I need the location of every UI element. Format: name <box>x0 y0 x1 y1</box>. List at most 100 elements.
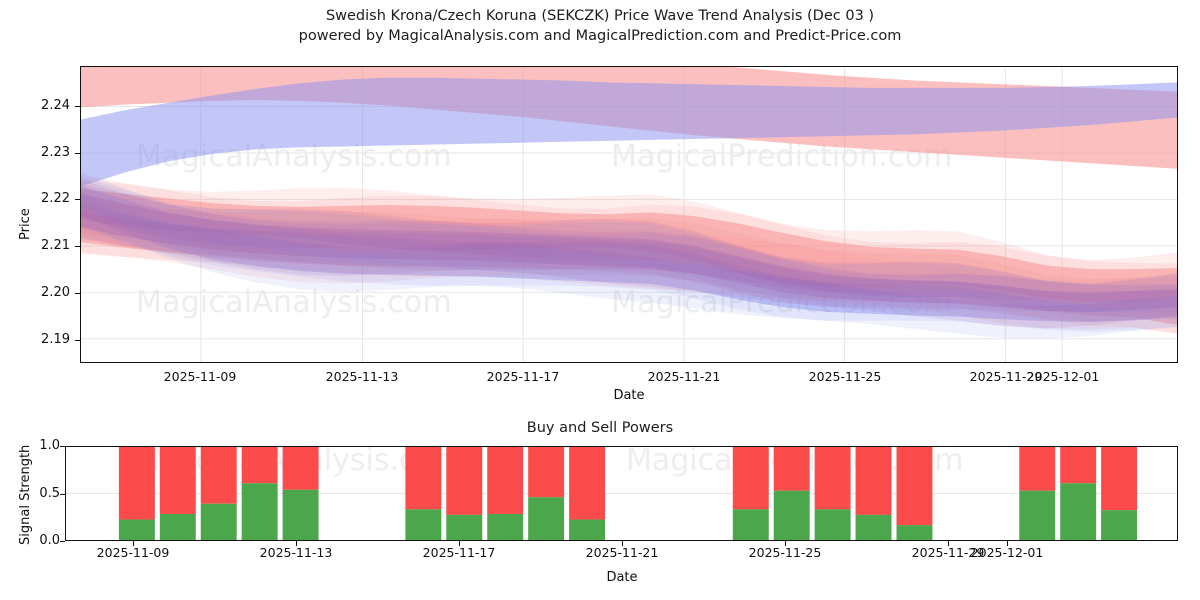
bar-x-tick-mark <box>296 541 297 546</box>
bar-x-tick-mark <box>622 541 623 546</box>
bar-x-tick-mark <box>1007 541 1008 546</box>
bar-x-tick-label: 2025-11-13 <box>259 545 333 560</box>
main-y-tick-label: 2.20 <box>41 284 70 300</box>
bar-x-tick-mark <box>459 541 460 546</box>
bar-x-tick-label: 2025-11-29 <box>911 545 985 560</box>
buy-sell-bars-svg <box>66 447 1177 540</box>
sell-power-bar[interactable] <box>159 447 196 514</box>
main-x-tick-label: 2025-11-29 <box>969 369 1043 384</box>
wave-band-lower-blue-support-band <box>81 186 1177 323</box>
main-chart-x-axis-title: Date <box>613 388 645 403</box>
buy-power-bar[interactable] <box>569 519 606 540</box>
bar-y-tick-mark <box>60 493 65 495</box>
sell-power-bar[interactable] <box>282 447 319 490</box>
buy-power-bar[interactable] <box>1019 490 1056 540</box>
buy-power-bar[interactable] <box>855 514 892 540</box>
sell-power-bar[interactable] <box>528 447 565 498</box>
wave-band-upper-blue-band <box>81 77 1177 187</box>
sell-power-bar[interactable] <box>200 447 237 504</box>
sell-power-bar[interactable] <box>405 447 442 510</box>
buy-power-bar[interactable] <box>814 509 851 540</box>
sell-power-bar[interactable] <box>569 447 606 520</box>
price-wave-bands-svg <box>81 67 1177 362</box>
sell-power-bar[interactable] <box>446 447 483 515</box>
sell-power-bar[interactable] <box>118 447 155 520</box>
main-y-tick-label: 2.23 <box>41 144 70 160</box>
bar-x-tick-label: 2025-11-09 <box>96 545 170 560</box>
buy-power-bar[interactable] <box>487 513 524 540</box>
main-x-tick-label: 2025-11-13 <box>325 369 399 384</box>
bar-y-tick-mark <box>60 446 65 447</box>
wave-band-core-trend-overlap-band <box>81 193 1177 312</box>
main-x-tick-label: 2025-11-21 <box>647 369 721 384</box>
figure-title-line-2: powered by MagicalAnalysis.com and Magic… <box>298 28 902 44</box>
buy-power-bar[interactable] <box>241 483 278 540</box>
sell-power-bar[interactable] <box>855 447 892 515</box>
main-chart-y-axis-title: Price <box>18 208 33 240</box>
main-y-tick-label: 2.24 <box>41 97 70 113</box>
sell-power-bar[interactable] <box>814 447 851 510</box>
wave-band-variant <box>81 193 1177 332</box>
wave-band-variant <box>81 174 1177 314</box>
sell-power-bar[interactable] <box>241 447 278 484</box>
wave-band-variant <box>81 207 1177 334</box>
main-y-tick-mark <box>75 199 80 201</box>
bar-x-tick-label: 2025-12-01 <box>970 545 1044 560</box>
sell-power-bar[interactable] <box>1019 447 1056 491</box>
buy-power-bar[interactable] <box>1060 483 1097 540</box>
main-y-tick-mark <box>75 152 80 154</box>
bar-chart-x-axis-title: Date <box>606 570 638 585</box>
buy-power-bar[interactable] <box>896 525 933 540</box>
buy-sell-powers-plot-frame: MagicalAnalysis.com MagicalPrediction.co… <box>65 446 1178 541</box>
buy-power-bar[interactable] <box>159 513 196 540</box>
bar-y-tick-mark <box>60 541 65 542</box>
wave-band-variant <box>81 184 1177 303</box>
price-wave-plot-frame: MagicalAnalysis.com MagicalPrediction.co… <box>80 66 1178 363</box>
main-y-tick-label: 2.21 <box>41 238 70 254</box>
sell-power-bar[interactable] <box>773 447 810 491</box>
buy-power-bar[interactable] <box>732 509 769 540</box>
bar-y-tick-label: 1.0 <box>39 438 60 453</box>
sell-power-bar[interactable] <box>732 447 769 510</box>
wave-band-variant <box>81 201 1177 322</box>
buy-power-bar[interactable] <box>200 503 237 540</box>
main-y-tick-mark <box>75 292 80 294</box>
sell-power-bar[interactable] <box>1060 447 1097 484</box>
wave-band-variant <box>81 204 1177 339</box>
wave-band-variant <box>81 179 1177 302</box>
buy-power-bar[interactable] <box>405 509 442 540</box>
bar-chart-title: Buy and Sell Powers <box>526 420 674 436</box>
buy-power-bar[interactable] <box>118 519 155 540</box>
bar-y-tick-label: 0.0 <box>39 533 60 548</box>
wave-band-lower-red-main-band <box>81 189 1177 325</box>
main-y-tick-label: 2.22 <box>41 191 70 207</box>
main-y-tick-mark <box>75 339 80 341</box>
sell-power-bar[interactable] <box>896 447 933 526</box>
buy-power-bar[interactable] <box>528 497 565 540</box>
main-y-tick-label: 2.19 <box>41 331 70 347</box>
buy-power-bar[interactable] <box>1101 510 1138 540</box>
figure-title-block: Swedish Krona/Czech Koruna (SEKCZK) Pric… <box>0 6 1200 46</box>
price-wave-plot-area[interactable]: MagicalAnalysis.com MagicalPrediction.co… <box>80 66 1178 363</box>
wave-band-variant <box>81 179 1177 319</box>
bar-x-tick-label: 2025-11-25 <box>748 545 822 560</box>
sell-power-bar[interactable] <box>1101 447 1138 511</box>
main-y-tick-mark <box>75 105 80 107</box>
sell-power-bar[interactable] <box>487 447 524 514</box>
wave-band-variant <box>81 176 1177 313</box>
figure-title-line-1: Swedish Krona/Czech Koruna (SEKCZK) Pric… <box>325 8 875 24</box>
bar-x-tick-mark <box>785 541 786 546</box>
bar-y-tick-label: 0.5 <box>39 485 60 501</box>
main-x-tick-label: 2025-11-17 <box>486 369 560 384</box>
buy-power-bar[interactable] <box>446 514 483 540</box>
main-y-tick-mark <box>75 246 80 248</box>
wave-band-variant <box>81 196 1177 334</box>
buy-power-bar[interactable] <box>282 489 319 540</box>
main-x-tick-label: 2025-11-25 <box>808 369 882 384</box>
buy-sell-powers-plot-area[interactable]: MagicalAnalysis.com MagicalPrediction.co… <box>65 446 1178 541</box>
main-x-tick-label: 2025-11-09 <box>163 369 237 384</box>
wave-band-variant <box>81 171 1177 313</box>
bar-x-tick-label: 2025-11-21 <box>585 545 659 560</box>
buy-power-bar[interactable] <box>773 490 810 540</box>
